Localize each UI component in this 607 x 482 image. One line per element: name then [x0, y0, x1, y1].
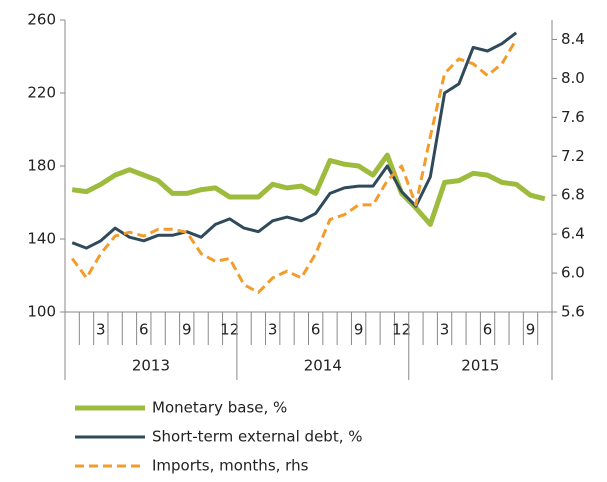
y2-tick-label: 6.4	[561, 225, 585, 243]
legend-label: Imports, months, rhs	[152, 457, 309, 475]
x-tick-label: 6	[139, 321, 149, 339]
series-line	[71, 152, 546, 227]
y2-tick-label: 7.2	[561, 147, 585, 165]
series-line	[71, 31, 518, 250]
x-tick-label: 12	[220, 321, 239, 339]
y2-tick-label: 6.0	[561, 264, 585, 282]
x-tick-label: 3	[268, 321, 278, 339]
y2-tick-label: 7.6	[561, 108, 585, 126]
legend-label: Monetary base, %	[152, 399, 287, 417]
x-tick-label: 12	[392, 321, 411, 339]
x-tick-label: 9	[182, 321, 192, 339]
x-tick-label: 6	[311, 321, 321, 339]
x-tick-label: 9	[354, 321, 364, 339]
y-tick-label: 100	[27, 303, 56, 321]
y-tick-label: 180	[27, 157, 56, 175]
x-group-label: 2015	[461, 357, 499, 375]
x-tick-label: 3	[440, 321, 450, 339]
y-tick-label: 220	[27, 84, 56, 102]
x-tick-label: 3	[96, 321, 106, 339]
y2-tick-label: 6.8	[561, 186, 585, 204]
y-tick-label: 140	[27, 230, 56, 248]
legend-label: Short-term external debt, %	[152, 428, 363, 446]
y2-tick-label: 8.4	[561, 30, 585, 48]
y2-tick-label: 8.0	[561, 69, 585, 87]
y2-tick-label: 5.6	[561, 303, 585, 321]
x-group-label: 2014	[304, 357, 342, 375]
x-group-label: 2013	[132, 357, 170, 375]
series-line	[70, 38, 518, 294]
x-tick-label: 9	[526, 321, 536, 339]
x-tick-label: 6	[483, 321, 493, 339]
y-tick-label: 260	[27, 11, 56, 29]
